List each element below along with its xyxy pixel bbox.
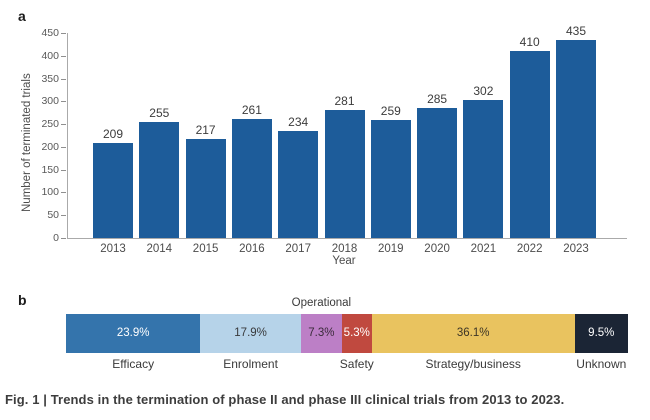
y-tick-label: 300 bbox=[41, 95, 59, 108]
x-tick-label: 2018 bbox=[331, 243, 358, 255]
y-tick-label: 50 bbox=[47, 209, 59, 222]
x-tick-label: 2022 bbox=[516, 243, 543, 255]
y-tick-mark bbox=[61, 238, 66, 239]
x-tick-label: 2021 bbox=[470, 243, 497, 255]
segment-safety: 5.3% bbox=[341, 314, 372, 353]
x-tick-label: 2017 bbox=[285, 243, 311, 255]
segment-label-efficacy: Efficacy bbox=[112, 357, 155, 371]
panel-b-label: b bbox=[18, 292, 27, 308]
y-tick-mark bbox=[61, 192, 66, 194]
bar-2013 bbox=[93, 142, 133, 238]
bar-value-label: 285 bbox=[427, 92, 448, 107]
segment-label-unknown: Unknown bbox=[576, 357, 627, 371]
bar-2018 bbox=[324, 110, 365, 238]
y-tick-label: 0 bbox=[53, 232, 59, 244]
segment-label-safety: Safety bbox=[339, 357, 374, 371]
segment-label-strategy-business: Strategy/business bbox=[425, 357, 521, 371]
y-tick-mark bbox=[61, 124, 66, 126]
bar-value-label: 435 bbox=[565, 23, 587, 38]
bar-value-label: 217 bbox=[195, 123, 216, 138]
bar-value-label: 209 bbox=[102, 126, 124, 141]
x-tick-label: 2020 bbox=[424, 243, 450, 255]
y-tick-mark bbox=[61, 146, 66, 148]
x-tick-label: 2014 bbox=[146, 243, 173, 255]
y-tick-label: 250 bbox=[41, 118, 59, 131]
segment-strategy-business: 36.1% bbox=[371, 314, 575, 353]
bar-2020 bbox=[417, 108, 458, 238]
y-tick-mark bbox=[61, 215, 66, 217]
panel-a-label: a bbox=[18, 8, 26, 24]
y-tick-label: 150 bbox=[41, 163, 59, 176]
x-tick-label: 2015 bbox=[192, 243, 219, 255]
bar-value-label: 410 bbox=[519, 35, 540, 50]
x-tick-label: 2019 bbox=[378, 243, 404, 255]
segment-efficacy: 23.9% bbox=[66, 314, 201, 353]
bar-value-label: 281 bbox=[334, 94, 355, 108]
y-tick-mark bbox=[61, 33, 66, 34]
y-tick-label: 100 bbox=[41, 186, 59, 199]
bar-value-label: 259 bbox=[380, 104, 401, 118]
bar-2022 bbox=[509, 51, 550, 238]
segment-unknown: 9.5% bbox=[574, 314, 628, 353]
x-tick-label: 2023 bbox=[563, 243, 589, 255]
x-tick-label: 2016 bbox=[239, 243, 265, 255]
x-axis-line bbox=[67, 238, 627, 239]
y-tick-mark bbox=[61, 55, 66, 57]
x-tick-label: 2013 bbox=[100, 243, 126, 255]
segment-label-enrolment: Enrolment bbox=[223, 357, 278, 371]
segment-operational: 7.3% bbox=[300, 314, 342, 353]
y-tick-mark bbox=[61, 101, 66, 103]
bar-2019 bbox=[370, 120, 411, 238]
bar-value-label: 234 bbox=[288, 115, 309, 130]
y-axis-line bbox=[67, 33, 68, 239]
y-tick-label: 400 bbox=[41, 49, 59, 62]
bar-2014 bbox=[139, 121, 180, 238]
y-tick-label: 350 bbox=[41, 72, 59, 85]
bar-2021 bbox=[463, 100, 504, 238]
y-tick-label: 450 bbox=[41, 27, 59, 39]
figure-caption: Fig. 1 | Trends in the termination of ph… bbox=[5, 392, 565, 407]
segment-enrolment: 17.9% bbox=[200, 314, 301, 353]
segment-label-operational: Operational bbox=[291, 297, 352, 309]
bar-2015 bbox=[185, 139, 226, 238]
bar-2017 bbox=[278, 131, 319, 238]
bar-2016 bbox=[231, 119, 272, 238]
bar-2023 bbox=[556, 39, 596, 238]
y-tick-mark bbox=[61, 78, 66, 80]
x-axis-title: Year bbox=[332, 255, 356, 267]
y-tick-mark bbox=[61, 169, 66, 171]
y-tick-label: 200 bbox=[41, 140, 59, 153]
bar-value-label: 261 bbox=[241, 103, 262, 118]
bar-value-label: 302 bbox=[473, 84, 494, 99]
bar-value-label: 255 bbox=[149, 105, 170, 120]
